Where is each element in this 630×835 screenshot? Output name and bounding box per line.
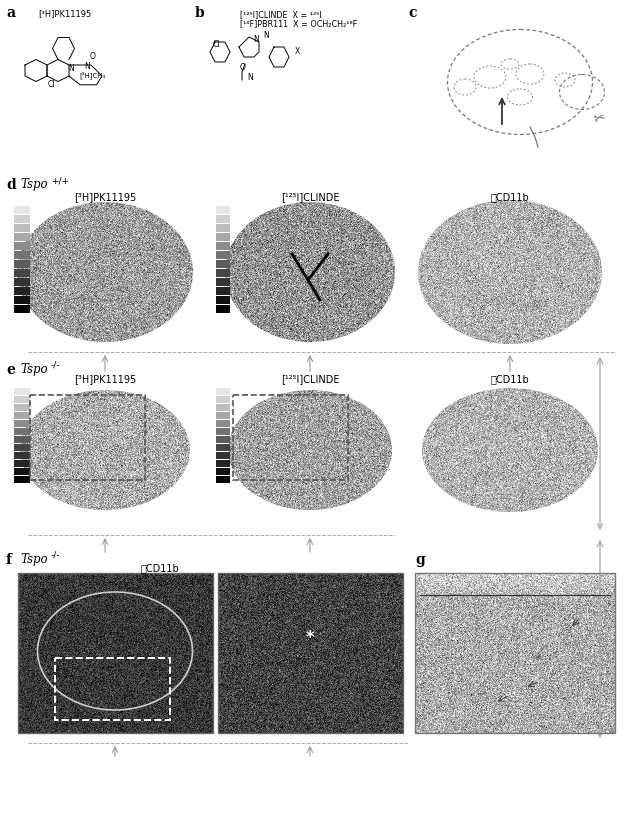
Bar	[216, 296, 230, 304]
Bar	[216, 468, 230, 475]
Bar	[216, 476, 230, 483]
Bar	[14, 269, 30, 277]
Bar	[14, 396, 30, 403]
Text: N: N	[247, 73, 253, 82]
Bar	[14, 251, 30, 259]
Bar	[216, 242, 230, 250]
Bar	[14, 233, 30, 241]
Bar	[14, 468, 30, 475]
Text: [¹⁸F]PBR111  X = OCH₂CH₂¹⁸F: [¹⁸F]PBR111 X = OCH₂CH₂¹⁸F	[240, 19, 357, 28]
Text: 抗CD11b: 抗CD11b	[140, 563, 180, 573]
Text: 抗CD11b: 抗CD11b	[491, 374, 529, 384]
Text: *: *	[535, 653, 541, 666]
Bar	[216, 420, 230, 427]
Text: [¹²⁵I]CLINDE  X = ¹²⁵I: [¹²⁵I]CLINDE X = ¹²⁵I	[240, 10, 322, 19]
Text: e: e	[6, 363, 15, 377]
Text: O: O	[240, 63, 246, 72]
Bar	[415, 573, 615, 733]
Text: [³H]CH₃: [³H]CH₃	[79, 71, 105, 78]
Text: -/-: -/-	[51, 551, 60, 560]
Bar	[216, 396, 230, 403]
Bar	[216, 436, 230, 443]
Text: O: O	[90, 52, 96, 61]
Text: c: c	[408, 6, 416, 20]
Bar	[14, 206, 30, 214]
Text: ·: ·	[567, 713, 570, 723]
Bar	[216, 444, 230, 451]
Text: [³H]PK11195: [³H]PK11195	[74, 374, 136, 384]
Bar	[14, 305, 30, 313]
Bar	[14, 444, 30, 451]
Bar	[14, 452, 30, 459]
Bar	[233, 395, 348, 480]
Text: +/+: +/+	[51, 176, 69, 185]
Text: 抗CD11b: 抗CD11b	[491, 192, 529, 202]
Bar	[216, 412, 230, 419]
Bar	[216, 206, 230, 214]
Text: a: a	[6, 6, 15, 20]
Text: Cl: Cl	[213, 40, 220, 49]
Bar	[14, 404, 30, 411]
Bar	[216, 460, 230, 467]
Bar	[216, 269, 230, 277]
Text: *: *	[306, 629, 314, 647]
Text: ✂: ✂	[592, 110, 607, 127]
Bar	[216, 404, 230, 411]
Bar	[14, 436, 30, 443]
Text: d: d	[6, 178, 16, 192]
Text: Tspo: Tspo	[20, 363, 48, 376]
Text: N: N	[84, 62, 90, 71]
Bar	[14, 388, 30, 395]
Text: X: X	[295, 47, 301, 56]
Text: [¹²⁵I]CLINDE: [¹²⁵I]CLINDE	[281, 374, 339, 384]
Text: N: N	[253, 35, 259, 44]
Bar	[216, 260, 230, 268]
Bar	[14, 476, 30, 483]
Bar	[14, 412, 30, 419]
Text: f: f	[6, 553, 12, 567]
Bar	[216, 233, 230, 241]
Text: N: N	[68, 64, 74, 73]
Bar	[14, 224, 30, 232]
Text: g: g	[415, 553, 425, 567]
Text: Cl: Cl	[47, 80, 55, 89]
Bar	[14, 287, 30, 295]
Bar	[14, 215, 30, 223]
Bar	[216, 452, 230, 459]
Bar	[218, 573, 403, 733]
Text: b: b	[195, 6, 205, 20]
Bar	[18, 573, 213, 733]
Bar	[216, 388, 230, 395]
Bar	[14, 296, 30, 304]
Text: N: N	[263, 31, 269, 40]
Bar	[30, 395, 145, 480]
Bar	[216, 278, 230, 286]
Bar	[55, 658, 170, 720]
Bar	[14, 460, 30, 467]
Text: Tspo: Tspo	[20, 553, 48, 566]
Bar	[216, 428, 230, 435]
Text: Tspo: Tspo	[20, 178, 48, 191]
Bar	[216, 224, 230, 232]
Bar	[14, 428, 30, 435]
Bar	[14, 420, 30, 427]
Bar	[216, 251, 230, 259]
Bar	[216, 215, 230, 223]
Bar	[216, 305, 230, 313]
Bar	[14, 260, 30, 268]
Bar	[216, 287, 230, 295]
Text: [³H]PK11195: [³H]PK11195	[38, 9, 91, 18]
Text: [¹²⁵I]CLINDE: [¹²⁵I]CLINDE	[281, 192, 339, 202]
Bar	[14, 242, 30, 250]
Text: [³H]PK11195: [³H]PK11195	[74, 192, 136, 202]
Text: -/-: -/-	[51, 361, 60, 370]
Bar	[14, 278, 30, 286]
